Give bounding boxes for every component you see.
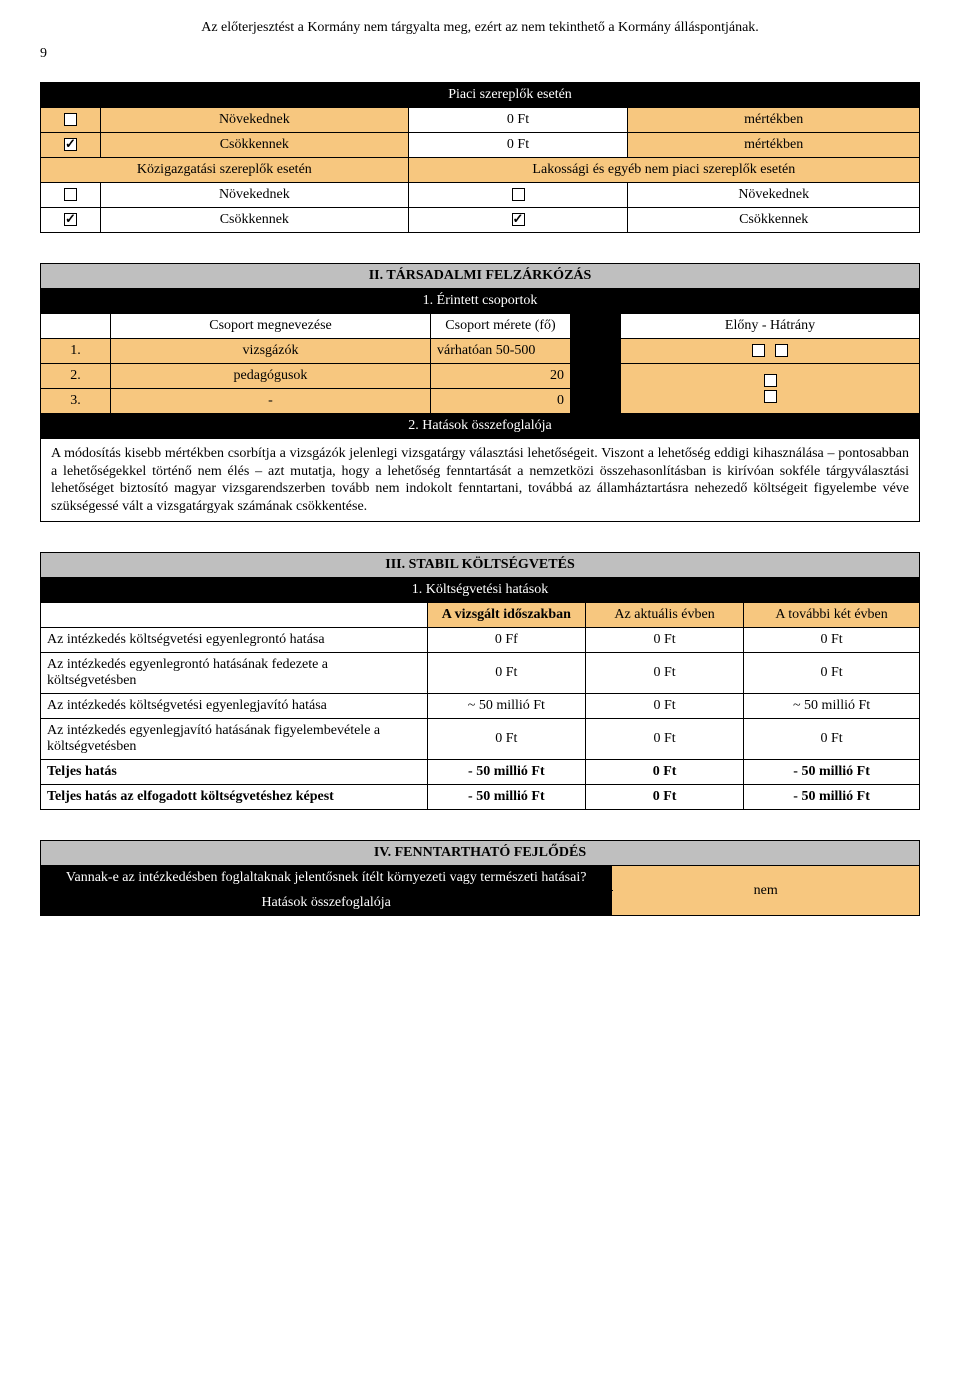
row-size: 0 xyxy=(431,389,571,414)
blank xyxy=(571,339,621,364)
budget-row-value: ~ 50 millió Ft xyxy=(744,694,920,719)
budget-row-value: - 50 millió Ft xyxy=(744,785,920,810)
budget-row-value: - 50 millió Ft xyxy=(744,760,920,785)
blank xyxy=(571,364,621,389)
blank xyxy=(41,603,428,628)
budget-row-value: 0 Ft xyxy=(585,719,743,760)
budget-row-label: Teljes hatás az elfogadott költségvetésh… xyxy=(41,785,428,810)
budget-row-value: 0 Ff xyxy=(427,628,585,653)
budget-row-value: 0 Ft xyxy=(427,653,585,694)
budget-row-value: 0 Ft xyxy=(585,694,743,719)
budget-row-value: 0 Ft xyxy=(744,719,920,760)
page-number: 9 xyxy=(40,46,920,62)
market-table: Piaci szereplők esetén Növekednek 0 Ft m… xyxy=(40,82,920,233)
header-note: Az előterjesztést a Kormány nem tárgyalt… xyxy=(40,20,920,36)
checkbox-icon[interactable] xyxy=(512,213,525,226)
increase-label: Növekednek xyxy=(101,108,409,133)
budget-row-label: Az intézkedés egyenlegrontó hatásának fe… xyxy=(41,653,428,694)
row-name: pedagógusok xyxy=(111,364,431,389)
budget-row-value: 0 Ft xyxy=(744,653,920,694)
row-number: 1. xyxy=(41,339,111,364)
section2-sub2: 2. Hatások összefoglalója xyxy=(41,414,920,439)
section3-title: III. STABIL KÖLTSÉGVETÉS xyxy=(41,553,920,578)
row-size: várhatóan 50-500 xyxy=(431,339,571,364)
section3-sub1: 1. Költségvetési hatások xyxy=(41,578,920,603)
budget-row-value: 0 Ft xyxy=(585,653,743,694)
col-size: Csoport mérete (fő) xyxy=(431,314,571,339)
pub-decrease: Csökkennek xyxy=(628,208,920,233)
checkbox-icon[interactable] xyxy=(512,188,525,201)
budget-row-value: 0 Ft xyxy=(585,760,743,785)
gov-increase: Növekednek xyxy=(101,183,409,208)
section4-answer: nem xyxy=(612,866,920,916)
checkbox-cell xyxy=(408,208,628,233)
decrease-label: Csökkennek xyxy=(101,133,409,158)
checkbox-icon[interactable] xyxy=(64,188,77,201)
budget-row-value: - 50 millió Ft xyxy=(427,785,585,810)
section4-table: IV. FENNTARTHATÓ FEJLŐDÉS Vannak-e az in… xyxy=(40,840,920,916)
increase-unit: mértékben xyxy=(628,108,920,133)
gov-decrease: Csökkennek xyxy=(101,208,409,233)
budget-row-value: 0 Ft xyxy=(427,719,585,760)
checkbox-icon[interactable] xyxy=(764,390,777,403)
checkbox-icon[interactable] xyxy=(752,344,765,357)
budget-row-value: 0 Ft xyxy=(585,785,743,810)
section2-table: II. TÁRSADALMI FELZÁRKÓZÁS 1. Érintett c… xyxy=(40,263,920,522)
row-name: - xyxy=(111,389,431,414)
section3-table: III. STABIL KÖLTSÉGVETÉS 1. Költségvetés… xyxy=(40,552,920,810)
budget-row-label: Az intézkedés költségvetési egyenlegront… xyxy=(41,628,428,653)
section2-title: II. TÁRSADALMI FELZÁRKÓZÁS xyxy=(41,264,920,289)
checkbox-cell xyxy=(41,133,101,158)
checkbox-icon[interactable] xyxy=(775,344,788,357)
col-period: A vizsgált időszakban xyxy=(427,603,585,628)
blank xyxy=(41,314,111,339)
budget-row-value: 0 Ft xyxy=(585,628,743,653)
col-next: A további két évben xyxy=(744,603,920,628)
budget-row-value: ~ 50 millió Ft xyxy=(427,694,585,719)
section4-question: Vannak-e az intézkedésben foglaltaknak j… xyxy=(41,866,612,891)
row-number: 3. xyxy=(41,389,111,414)
checkbox-cell xyxy=(41,183,101,208)
section2-sub1: 1. Érintett csoportok xyxy=(41,289,920,314)
public-label: Lakossági és egyéb nem piaci szereplők e… xyxy=(408,158,919,183)
row-size: 20 xyxy=(431,364,571,389)
increase-value: 0 Ft xyxy=(408,108,628,133)
checkbox-cell xyxy=(41,208,101,233)
checkbox-icon[interactable] xyxy=(64,213,77,226)
gov-label: Közigazgatási szereplők esetén xyxy=(41,158,409,183)
col-current: Az aktuális évben xyxy=(585,603,743,628)
market-title: Piaci szereplők esetén xyxy=(101,83,920,108)
blank xyxy=(571,389,621,414)
decrease-value: 0 Ft xyxy=(408,133,628,158)
checkbox-cell xyxy=(408,183,628,208)
row-number: 2. xyxy=(41,364,111,389)
section4-footer: Hatások összefoglalója xyxy=(41,891,612,916)
budget-row-label: Az intézkedés költségvetési egyenlegjaví… xyxy=(41,694,428,719)
budget-row-value: 0 Ft xyxy=(744,628,920,653)
checkbox-icon[interactable] xyxy=(64,113,77,126)
adv-checkboxes xyxy=(621,339,920,364)
budget-row-label: Teljes hatás xyxy=(41,760,428,785)
blank xyxy=(571,314,621,339)
decrease-unit: mértékben xyxy=(628,133,920,158)
row-name: vizsgázók xyxy=(111,339,431,364)
checkbox-icon[interactable] xyxy=(64,138,77,151)
section2-summary: A módosítás kisebb mértékben csorbítja a… xyxy=(41,439,920,522)
section4-title: IV. FENNTARTHATÓ FEJLŐDÉS xyxy=(41,841,920,866)
budget-row-value: - 50 millió Ft xyxy=(427,760,585,785)
checkbox-cell xyxy=(41,108,101,133)
budget-row-label: Az intézkedés egyenlegjavító hatásának f… xyxy=(41,719,428,760)
adv-checkboxes xyxy=(621,364,920,414)
col-adv: Előny - Hátrány xyxy=(621,314,920,339)
checkbox-icon[interactable] xyxy=(764,374,777,387)
col-group: Csoport megnevezése xyxy=(111,314,431,339)
pub-increase: Növekednek xyxy=(628,183,920,208)
